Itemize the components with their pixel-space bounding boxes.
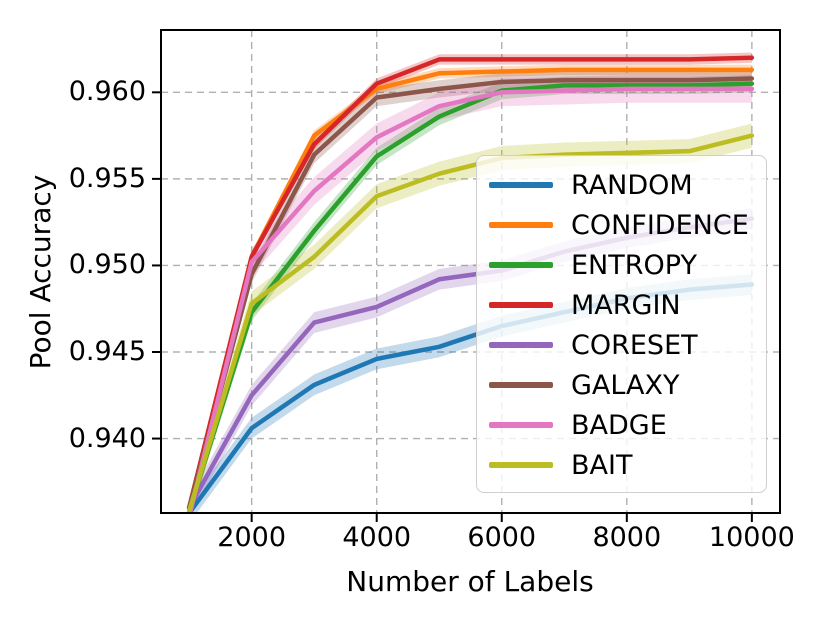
x-tick-label: 2000: [217, 522, 287, 553]
legend-item-confidence: CONFIDENCE: [489, 205, 766, 245]
y-tick-label: 0.960: [68, 76, 146, 108]
x-tick-label: 4000: [342, 522, 412, 553]
x-tick-label: 6000: [467, 522, 537, 553]
x-axis-label: Number of Labels: [346, 565, 594, 598]
series-band-coreset: [189, 208, 752, 513]
legend-item-galaxy: GALAXY: [489, 365, 766, 405]
y-tick-label: 0.955: [68, 162, 146, 194]
series-line-entropy: [186, 81, 755, 513]
legend-line-swatch: [489, 382, 553, 388]
plot-border: [160, 29, 781, 514]
legend-item-badge: BADGE: [489, 405, 766, 445]
legend-line-swatch: [489, 222, 553, 228]
legend-label: RANDOM: [571, 169, 693, 201]
y-tick-label: 0.950: [68, 249, 146, 281]
legend-item-bait: BAIT: [489, 445, 766, 485]
y-tick-label: 0.945: [68, 336, 146, 367]
legend-label: CONFIDENCE: [571, 209, 749, 241]
series-line-badge: [187, 86, 755, 513]
legend-item-random: RANDOM: [489, 165, 766, 205]
x-tick-label: 8000: [592, 522, 662, 553]
series-band-badge: [189, 75, 752, 513]
y-tick-label: 0.940: [68, 422, 146, 454]
legend-item-margin: MARGIN: [489, 285, 766, 325]
legend-label: BADGE: [571, 409, 667, 441]
legend-item-entropy: ENTROPY: [489, 245, 766, 285]
legend-item-coreset: CORESET: [489, 325, 766, 365]
legend-line-swatch: [489, 262, 553, 268]
legend-label: BAIT: [571, 449, 633, 481]
series-line-margin: [186, 55, 755, 511]
legend-line-swatch: [489, 302, 553, 308]
series-line-galaxy: [186, 76, 755, 511]
x-tick-label: 10000: [708, 522, 795, 553]
series-line-bait: [186, 133, 755, 513]
legend-line-swatch: [489, 342, 553, 348]
legend-label: ENTROPY: [571, 249, 697, 281]
legend-label: GALAXY: [571, 369, 680, 401]
legend-line-swatch: [489, 422, 553, 428]
legend-label: CORESET: [571, 329, 698, 361]
legend: RANDOM CONFIDENCE ENTROPY MARGIN CORESET GALA…: [476, 155, 767, 493]
legend-label: MARGIN: [571, 289, 681, 321]
legend-line-swatch: [489, 462, 553, 468]
legend-line-swatch: [489, 182, 553, 188]
